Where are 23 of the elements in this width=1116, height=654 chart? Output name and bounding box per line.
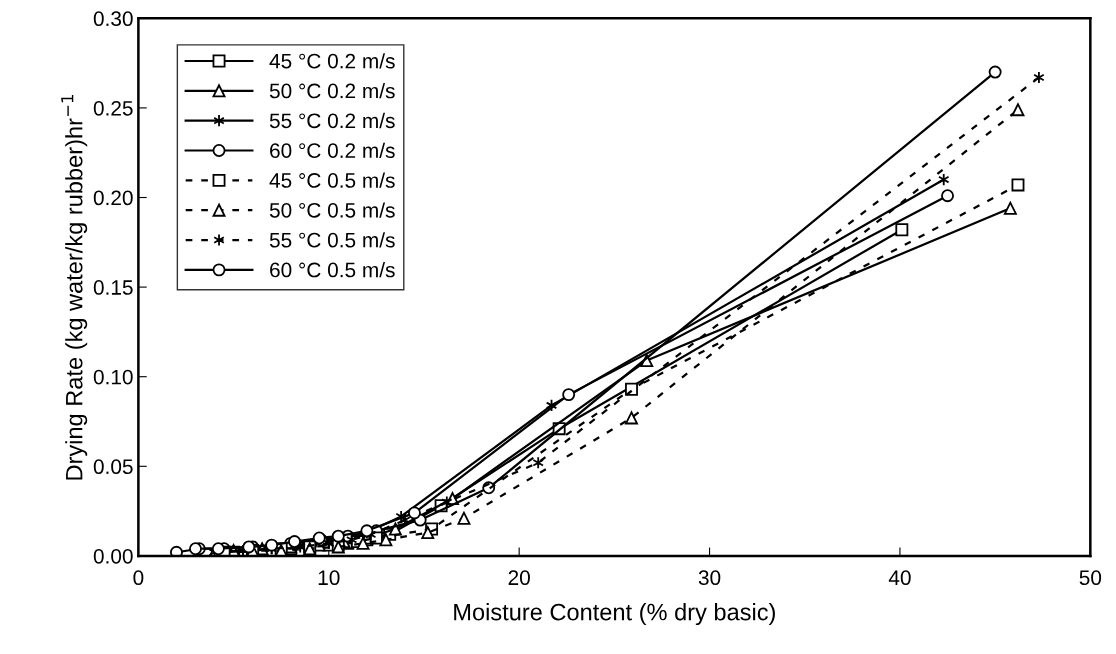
x-tick-label: 50 (1079, 570, 1102, 586)
y-tick-label: 0.20 (93, 190, 133, 206)
legend-label: 55 °C 0.5 m/s (269, 232, 395, 248)
legend-label: 50 °C 0.5 m/s (269, 202, 395, 218)
x-axis-title: Moisture Content (% dry basic) (454, 603, 775, 626)
legend-label: 60 °C 0.5 m/s (270, 262, 395, 278)
x-tick-label: 40 (888, 570, 911, 586)
legend-label: 60 °C 0.2 m/s (270, 142, 395, 158)
y-tick-label: 0.15 (93, 280, 133, 295)
y-tick-label: 0.10 (93, 369, 133, 385)
y-tick-label: 0.05 (93, 459, 133, 475)
legend-label: 45 °C 0.5 m/s (269, 172, 395, 188)
legend-label: 50 °C 0.2 m/s (269, 83, 395, 99)
x-tick-label: 0 (133, 570, 144, 586)
legend-label: 45 °C 0.2 m/s (269, 53, 395, 69)
y-axis-title: Drying Rate (kg water/kg rubber)hr$^{−1}$ (61, 95, 88, 480)
x-tick-label: 20 (508, 570, 530, 586)
y-tick-label: 0.25 (93, 100, 133, 116)
legend-label: 55 °C 0.2 m/s (269, 112, 395, 129)
y-tick-label: 0.30 (93, 11, 133, 27)
x-tick-label: 30 (698, 570, 721, 586)
x-tick-label: 10 (318, 570, 340, 586)
y-tick-label: 0.00 (93, 548, 133, 564)
